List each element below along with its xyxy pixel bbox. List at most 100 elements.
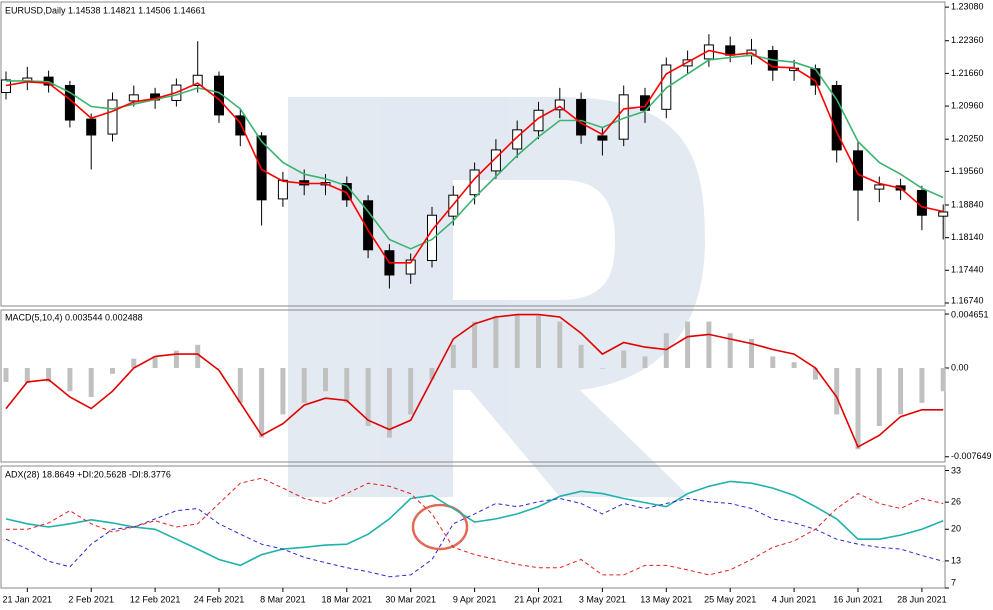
x-tick-label: 18 Mar 2021 (322, 594, 373, 604)
candle-body (192, 74, 203, 87)
y-tick-label: -0.007649 (951, 451, 992, 461)
x-tick-label: 16 Jun 2021 (833, 594, 883, 604)
macd-bar (536, 315, 541, 369)
macd-bar (919, 368, 925, 403)
macd-bar (791, 362, 797, 369)
adx-panel (0, 465, 946, 589)
macd-bar (195, 344, 201, 369)
y-tick-label: 1.16740 (951, 295, 984, 305)
y-tick-label: 33 (951, 465, 961, 475)
macd-bar (855, 368, 861, 450)
candle-body (128, 94, 139, 102)
macd-bar (706, 321, 712, 369)
macd-bar (259, 368, 265, 438)
x-tick-label: 4 Jun 2021 (772, 594, 817, 604)
macd-bar (365, 368, 371, 427)
macd-bar (152, 356, 158, 369)
price-panel (0, 1, 946, 307)
macd-bar (131, 358, 137, 369)
y-tick-label: 0.004651 (951, 309, 989, 319)
y-tick-label: 1.22360 (951, 35, 984, 45)
macd-bar (642, 356, 648, 369)
macd-bar (408, 368, 414, 415)
x-tick-label: 30 Mar 2021 (385, 594, 436, 604)
y-tick-label: 1.21660 (951, 68, 984, 78)
watermark (288, 97, 705, 497)
candle-body (469, 169, 480, 196)
macd-bar (493, 315, 499, 369)
macd-bar (88, 368, 94, 398)
macd-bar (173, 350, 179, 369)
y-tick-label: 7 (951, 577, 956, 587)
macd-bar (3, 368, 9, 382)
signal-line (5, 313, 944, 449)
macd-bar (429, 368, 435, 380)
candle-body (831, 85, 842, 151)
macd-bar (386, 368, 392, 438)
candle-body (853, 150, 863, 191)
macd-bar (727, 333, 733, 369)
macd-bar (237, 368, 243, 403)
candle-body (576, 99, 587, 136)
macd-title: MACD(5,10,4) 0.003544 0.002488 (5, 312, 143, 322)
candle-body (427, 214, 437, 262)
adx-title: ADX(28) 18.8649 +DI:20.5628 -DI:8.3776 (5, 469, 171, 479)
macd-bar (280, 368, 286, 415)
macd-bar (24, 368, 30, 384)
candle-body (938, 211, 949, 217)
y-tick-label: 1.20960 (951, 100, 984, 110)
candle-body (405, 259, 416, 275)
x-tick-label: 24 Feb 2021 (194, 594, 245, 604)
highlight-circle (411, 503, 469, 551)
price-title: EURUSD,Daily 1.14538 1.14821 1.14506 1.1… (5, 5, 206, 15)
x-tick-label: 2 Feb 2021 (68, 594, 114, 604)
candle-body (277, 179, 288, 200)
candle-body (554, 99, 565, 111)
macd-bar (876, 368, 882, 427)
macd-bar (749, 339, 754, 369)
macd-bar (472, 321, 478, 369)
macd-bar (450, 344, 456, 369)
macd-bar (578, 344, 584, 369)
y-tick-label: 1.17440 (951, 265, 984, 275)
x-tick-label: 28 Jun 2021 (897, 594, 947, 604)
candle-body (874, 184, 885, 190)
y-tick-label: 1.20250 (951, 134, 984, 144)
x-tick-label: 21 Apr 2021 (514, 594, 563, 604)
y-tick-label: 1.19560 (951, 166, 984, 176)
x-tick-label: 9 Apr 2021 (453, 594, 497, 604)
macd-bar (898, 368, 904, 415)
macd-bar (812, 368, 818, 380)
macd-bar (67, 368, 73, 392)
moving-average (6, 54, 944, 250)
y-tick-label: 0.00 (951, 362, 969, 372)
x-tick-label: 21 Jan 2021 (3, 594, 53, 604)
macd-bar (344, 368, 350, 403)
macd-bar (770, 356, 776, 369)
macd-bar (46, 368, 52, 382)
indicator-line (6, 477, 944, 576)
y-tick-label: 13 (951, 555, 961, 565)
candle-body (107, 99, 118, 135)
candle-body (86, 118, 97, 136)
candle-body (490, 149, 501, 172)
y-tick-label: 1.23080 (951, 2, 984, 12)
x-tick-label: 3 May 2021 (579, 594, 626, 604)
y-tick-label: 20 (951, 524, 961, 534)
candle-body (1, 79, 11, 94)
candle-body (235, 115, 246, 136)
macd-bar (834, 368, 840, 415)
candle-body (512, 129, 523, 150)
x-tick-label: 13 May 2021 (640, 594, 692, 604)
macd-bar (301, 368, 307, 403)
macd-bar (663, 333, 669, 369)
macd-bar (323, 368, 328, 392)
x-tick-label: 25 May 2021 (704, 594, 756, 604)
indicator-line (5, 497, 944, 578)
macd-bar (599, 368, 605, 369)
candle-body (597, 135, 608, 141)
y-tick-label: 1.18840 (951, 199, 984, 209)
y-tick-label: 1.18140 (951, 232, 984, 242)
y-tick-label: 26 (951, 497, 961, 507)
macd-bar (940, 368, 946, 392)
